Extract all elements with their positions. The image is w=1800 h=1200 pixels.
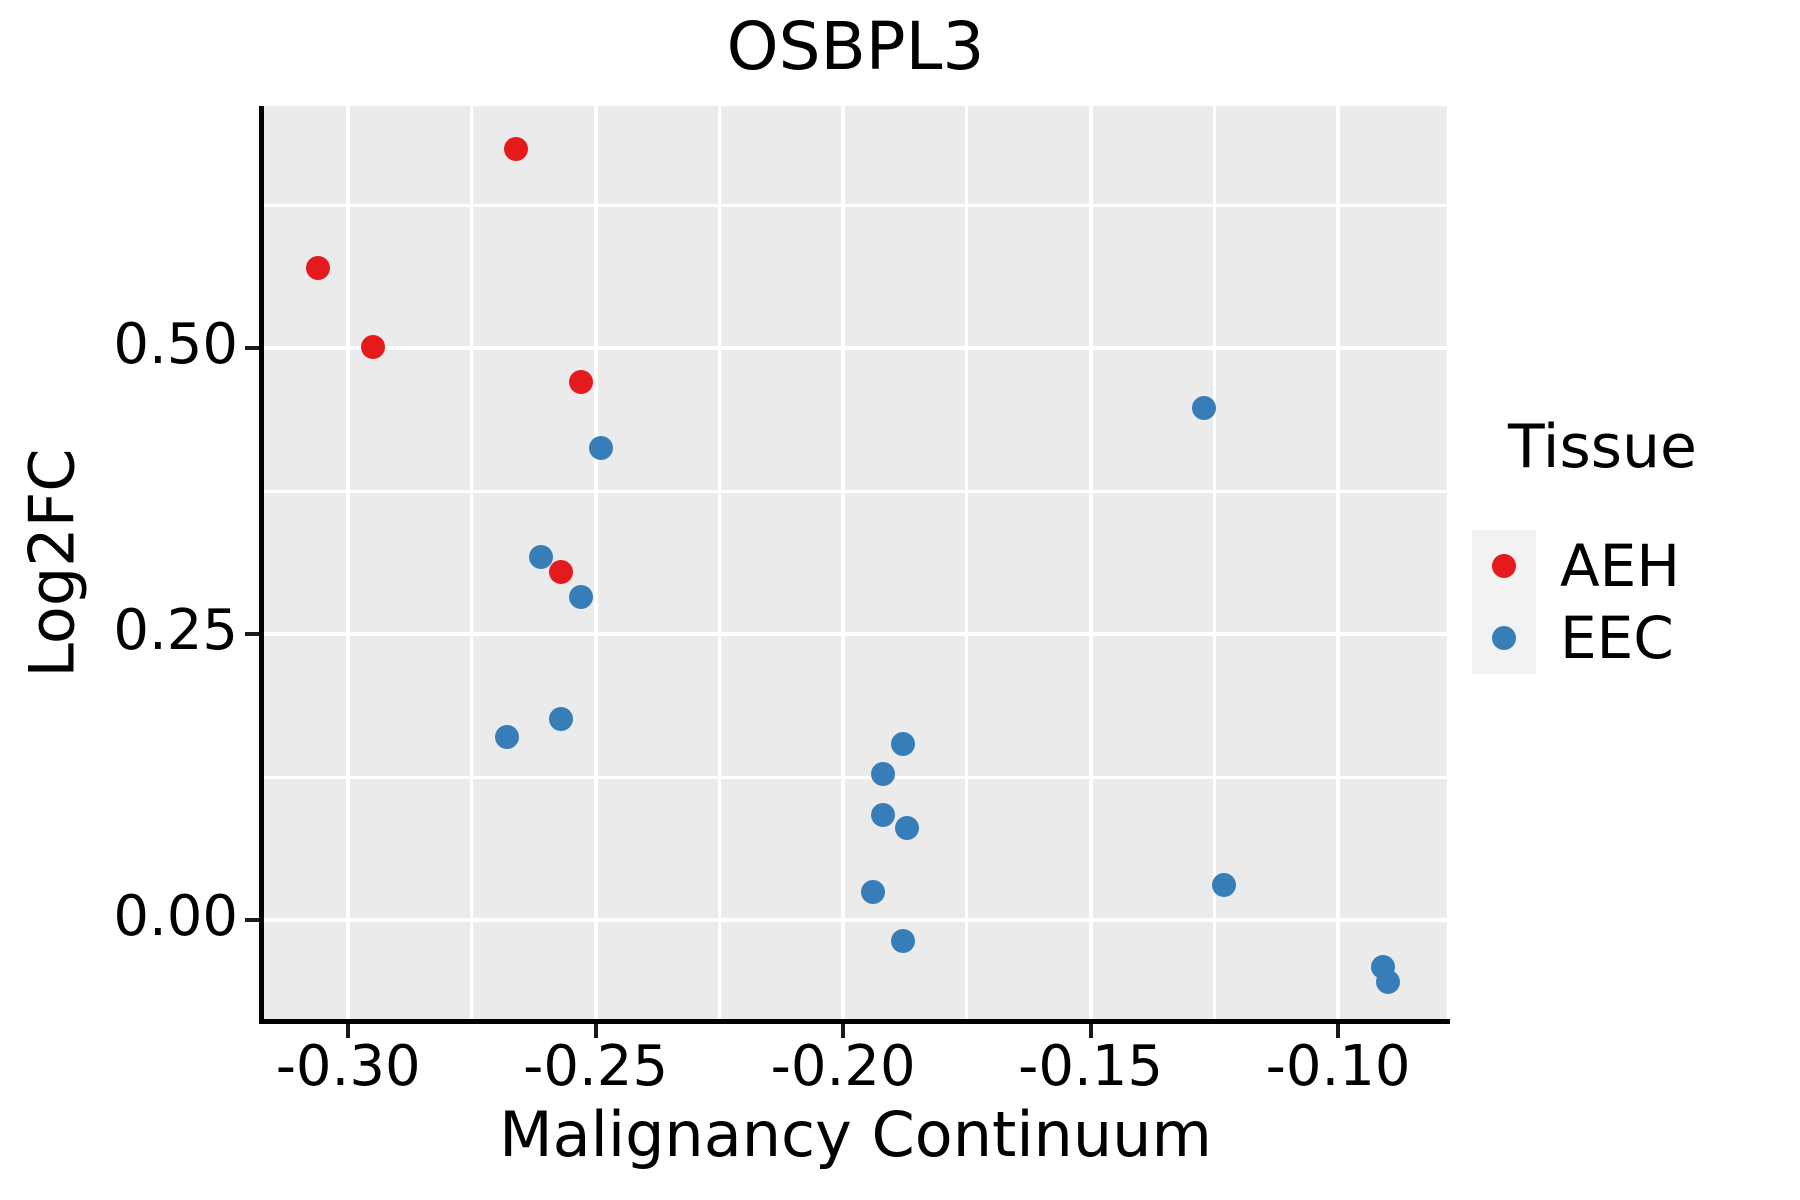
plot-panel (264, 106, 1447, 1021)
x-tick-label: -0.30 (275, 1034, 421, 1099)
legend-dot-aeh-icon (1492, 554, 1516, 578)
grid-major-x (593, 106, 598, 1021)
x-tick-label: -0.10 (1265, 1034, 1411, 1099)
data-point-eec (494, 725, 519, 750)
grid-minor-x (717, 106, 721, 1021)
data-point-eec (1375, 970, 1400, 995)
x-axis-line (259, 1019, 1450, 1024)
grid-major-x (1088, 106, 1093, 1021)
grid-minor-y (264, 489, 1447, 493)
grid-major-x (841, 106, 846, 1021)
grid-minor-y (264, 775, 1447, 779)
data-point-eec (890, 732, 915, 757)
grid-major-y (264, 632, 1447, 637)
data-point-aeh (306, 256, 331, 281)
x-tick-label: -0.15 (1018, 1034, 1164, 1099)
x-tick-mark (346, 1024, 351, 1038)
grid-major-x (1336, 106, 1341, 1021)
y-tick-mark (245, 346, 259, 351)
y-tick-mark (245, 918, 259, 923)
y-tick-label: 0.25 (113, 598, 238, 664)
data-point-eec (870, 761, 895, 786)
data-point-eec (890, 928, 915, 953)
data-point-aeh (360, 335, 385, 360)
x-tick-mark (593, 1024, 598, 1038)
legend-dot-eec-icon (1492, 626, 1516, 650)
grid-major-y (264, 918, 1447, 923)
data-point-eec (895, 815, 920, 840)
grid-major-x (346, 106, 351, 1021)
data-point-eec (1192, 395, 1217, 420)
grid-minor-x (965, 106, 969, 1021)
grid-minor-y (264, 204, 1447, 207)
y-tick-mark (245, 632, 259, 637)
plot-title: OSBPL3 (726, 8, 985, 85)
data-point-eec (529, 544, 554, 569)
data-point-eec (588, 435, 613, 460)
legend-label-eec: EEC (1560, 604, 1674, 672)
x-tick-mark (841, 1024, 846, 1038)
y-tick-label: 0.00 (113, 884, 238, 950)
data-point-eec (870, 803, 895, 828)
data-point-aeh (504, 137, 529, 162)
data-point-eec (860, 879, 885, 904)
grid-minor-x (470, 106, 474, 1021)
data-point-aeh (568, 369, 593, 394)
legend-title: Tissue (1508, 412, 1697, 482)
y-tick-label: 0.50 (113, 312, 238, 378)
data-point-aeh (548, 559, 573, 584)
grid-minor-x (1212, 106, 1216, 1021)
data-point-eec (568, 584, 593, 609)
data-point-eec (548, 707, 573, 732)
x-axis-title: Malignancy Continuum (499, 1098, 1212, 1171)
y-axis-line (259, 106, 264, 1024)
x-tick-label: -0.25 (523, 1034, 669, 1099)
grid-major-y (264, 346, 1447, 351)
x-tick-mark (1088, 1024, 1093, 1038)
y-axis-title: Log2FC (15, 448, 89, 678)
data-point-eec (1212, 872, 1237, 897)
legend-label-aeh: AEH (1560, 532, 1680, 600)
x-tick-mark (1336, 1024, 1341, 1038)
x-tick-label: -0.20 (770, 1034, 916, 1099)
